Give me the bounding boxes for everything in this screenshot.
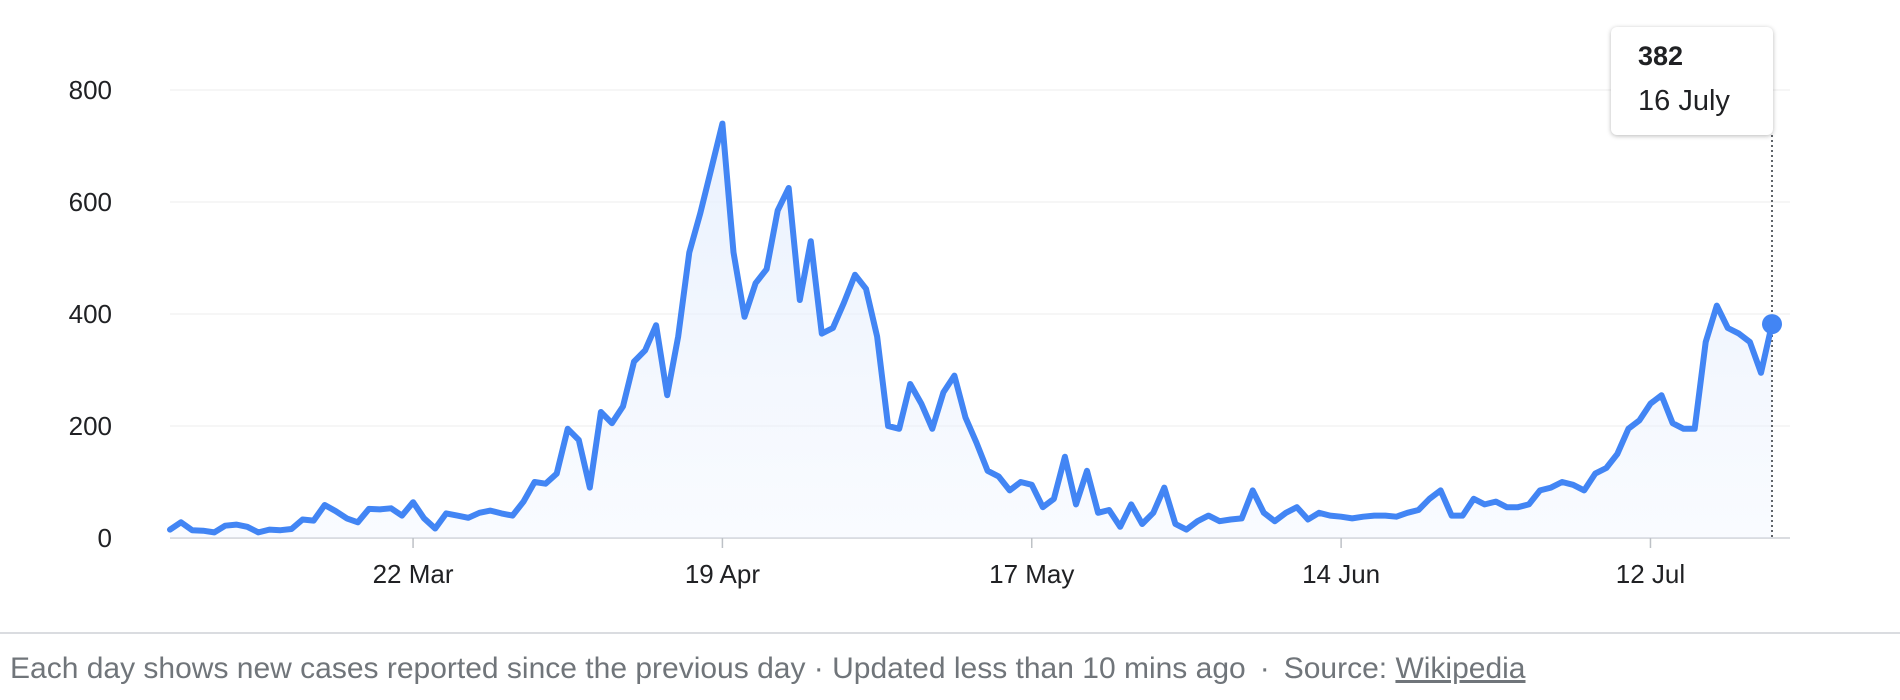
chart-tooltip: 382 16 July xyxy=(1611,27,1773,135)
ytick-label-0: 0 xyxy=(98,523,112,553)
xtick-label-0: 22 Mar xyxy=(373,559,454,589)
ytick-label-800: 800 xyxy=(69,75,112,105)
xtick-label-2: 17 May xyxy=(989,559,1074,589)
tooltip-value: 382 xyxy=(1638,41,1684,71)
series-area xyxy=(170,123,1772,538)
chart-footer: Each day shows new cases reported since … xyxy=(10,652,1526,686)
footer-divider xyxy=(0,632,1900,634)
tooltip-date: 16 July xyxy=(1638,85,1730,117)
source-link[interactable]: Wikipedia xyxy=(1395,652,1526,685)
footer-separator: · xyxy=(1259,652,1270,685)
ytick-label-200: 200 xyxy=(69,411,112,441)
xtick-label-1: 19 Apr xyxy=(685,559,761,589)
xtick-label-4: 12 Jul xyxy=(1616,559,1685,589)
xtick-label-3: 14 Jun xyxy=(1302,559,1380,589)
ytick-label-600: 600 xyxy=(69,187,112,217)
cases-chart-svg: 0 200 400 600 800 22 Mar 19 Apr 17 May 14 Jun 12 … xyxy=(69,75,1790,589)
ytick-label-400: 400 xyxy=(69,299,112,329)
footer-note: Each day shows new cases reported since … xyxy=(10,652,1246,685)
series-line xyxy=(167,120,1775,536)
hover-point xyxy=(1762,314,1782,335)
source-label: Source: xyxy=(1283,652,1388,685)
cases-chart: 0 200 400 600 800 22 Mar 19 Apr 17 May 14 Jun 12 … xyxy=(69,75,1790,589)
